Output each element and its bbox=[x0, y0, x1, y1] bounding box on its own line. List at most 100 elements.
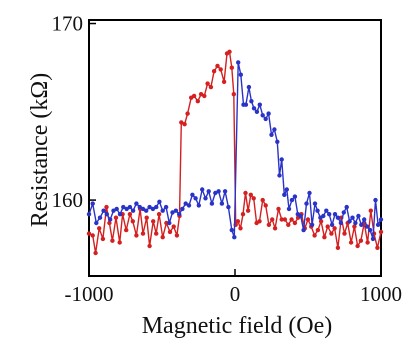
series-1-point bbox=[292, 220, 298, 226]
series-1-point bbox=[270, 217, 275, 222]
series-2-point bbox=[206, 189, 211, 194]
series-1-point bbox=[312, 233, 317, 238]
series-1-point bbox=[151, 219, 156, 224]
series-1-point bbox=[182, 122, 187, 127]
series-1-point bbox=[358, 238, 364, 243]
series-2-point bbox=[243, 102, 249, 107]
series-1-point bbox=[86, 231, 92, 236]
series-2-point bbox=[163, 204, 169, 210]
series-2-point bbox=[309, 222, 315, 227]
x-tick-label: 1000 bbox=[360, 282, 402, 306]
series-2-point bbox=[101, 208, 106, 213]
series-1-point bbox=[257, 219, 262, 224]
series-2-point bbox=[137, 204, 142, 210]
series-2-point bbox=[216, 189, 221, 194]
series-2-point bbox=[269, 132, 274, 137]
series-1-point bbox=[355, 243, 360, 249]
series-2-point bbox=[338, 220, 344, 226]
series-2-point bbox=[304, 201, 309, 206]
series-2-point bbox=[222, 189, 228, 194]
series-1-point bbox=[243, 190, 248, 196]
series-2-point bbox=[344, 204, 349, 210]
series-2-point bbox=[375, 222, 381, 227]
series-2-point bbox=[279, 157, 284, 162]
series-2-point bbox=[196, 203, 201, 208]
series-2-point bbox=[312, 201, 318, 206]
series-1-point bbox=[215, 63, 220, 69]
series-2-point bbox=[286, 206, 292, 212]
series-1-point bbox=[289, 217, 294, 222]
series-1-point bbox=[272, 226, 278, 231]
series-2-point bbox=[254, 109, 260, 115]
series-1-point bbox=[235, 219, 241, 224]
series-1-point bbox=[352, 224, 357, 229]
series-1-point bbox=[107, 220, 112, 226]
series-2-point bbox=[157, 199, 162, 204]
series-2-point bbox=[359, 222, 364, 227]
series-2-point bbox=[124, 206, 129, 212]
series-1-point bbox=[365, 240, 370, 245]
series-1-point bbox=[93, 250, 98, 256]
series-2-point bbox=[257, 102, 262, 107]
series-2-point bbox=[347, 219, 352, 224]
series-2-point bbox=[154, 204, 159, 210]
series-1-point bbox=[205, 81, 210, 86]
series-2-point bbox=[94, 220, 99, 226]
series-1-point bbox=[191, 93, 197, 99]
series-1-point bbox=[315, 227, 321, 233]
series-2-point bbox=[335, 215, 341, 220]
series-1-point bbox=[248, 192, 253, 197]
series-1-point bbox=[245, 208, 251, 213]
series-2-point bbox=[263, 116, 268, 122]
series-1-point bbox=[240, 212, 246, 217]
y-tick-label: 170 bbox=[52, 12, 84, 36]
series-1-point bbox=[171, 224, 176, 229]
series-1-point bbox=[378, 229, 384, 235]
series-2-point bbox=[246, 84, 252, 90]
series-2-point bbox=[147, 204, 152, 210]
series-1-point bbox=[305, 217, 311, 222]
series-1-point bbox=[140, 231, 146, 236]
series-2-point bbox=[209, 201, 215, 206]
series-2-point bbox=[180, 206, 185, 212]
series-1-point bbox=[332, 226, 337, 231]
series-2-point bbox=[117, 212, 123, 217]
series-2-point bbox=[90, 201, 95, 206]
series-1-point bbox=[97, 226, 102, 231]
series-1-point bbox=[329, 231, 334, 236]
series-1-point bbox=[282, 217, 288, 222]
series-2-point bbox=[362, 217, 367, 222]
series-2-point bbox=[134, 201, 139, 206]
series-2-point bbox=[236, 60, 241, 65]
series-2-point bbox=[277, 173, 282, 178]
series-2-point bbox=[284, 187, 289, 192]
y-tick-label: 160 bbox=[52, 188, 84, 212]
series-2-point bbox=[251, 106, 257, 111]
series-2-point bbox=[144, 208, 149, 213]
series-1-point bbox=[260, 197, 265, 203]
series-2-point bbox=[167, 220, 172, 226]
series-1-point bbox=[134, 233, 139, 238]
series-2-point bbox=[266, 111, 271, 116]
series-1-point bbox=[375, 245, 380, 250]
x-tick-label: -1000 bbox=[65, 282, 114, 306]
series-1-point bbox=[266, 222, 272, 227]
series-1-point bbox=[179, 120, 184, 125]
series-2-point bbox=[114, 206, 119, 212]
series-1-point bbox=[286, 222, 291, 227]
y-axis-title: Resistance (kΩ) bbox=[27, 73, 53, 227]
series-1-point bbox=[229, 65, 234, 70]
x-tick-label: 0 bbox=[230, 282, 241, 306]
series-1-point bbox=[342, 231, 347, 236]
series-1-point bbox=[130, 219, 135, 224]
series-1-point bbox=[325, 224, 330, 229]
series-2-point bbox=[232, 235, 237, 240]
series-2-point bbox=[356, 213, 361, 219]
series-2-point bbox=[341, 210, 346, 215]
series-2-point bbox=[289, 197, 295, 203]
series-2-point bbox=[327, 212, 332, 217]
series-2-point bbox=[229, 227, 234, 233]
series-2-point bbox=[364, 224, 370, 229]
series-2-point bbox=[190, 192, 195, 197]
